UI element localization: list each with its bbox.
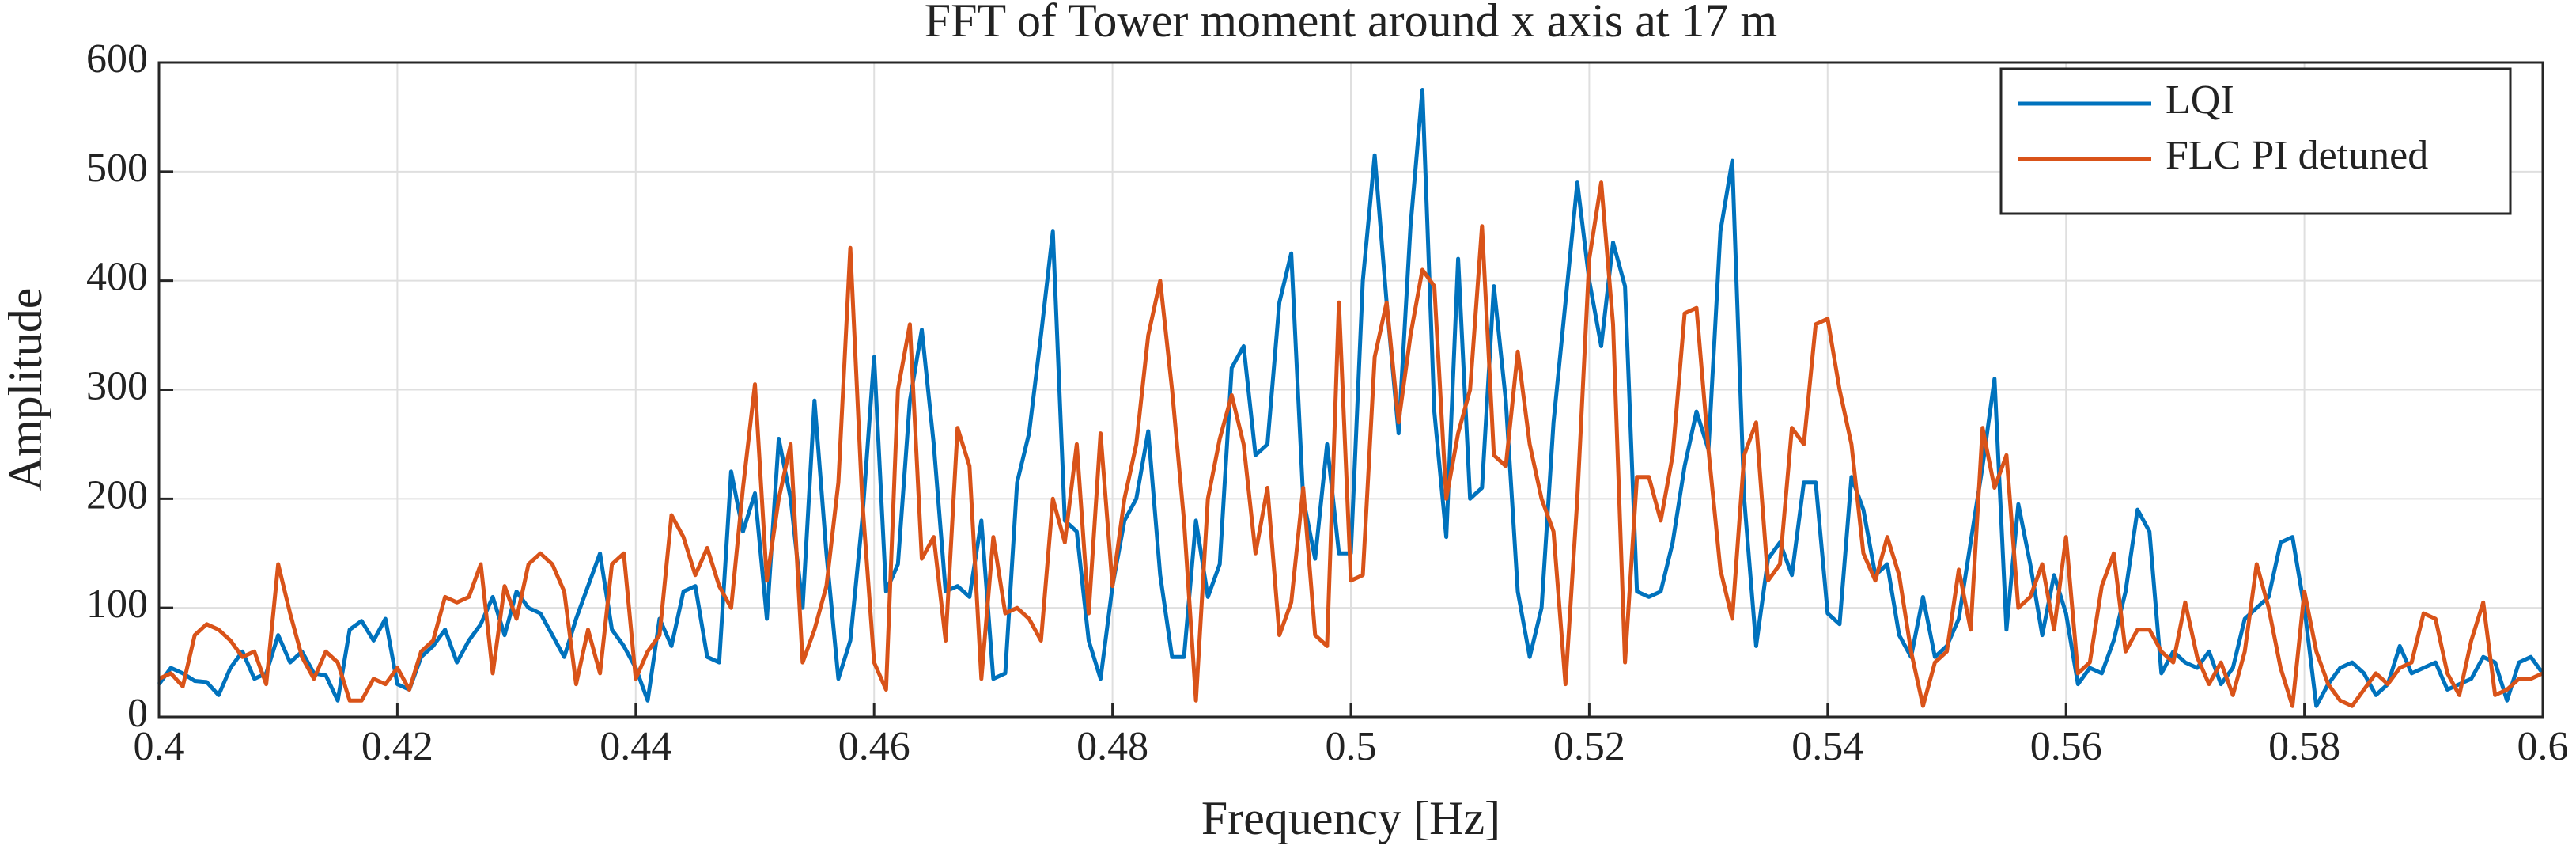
plot-area xyxy=(157,88,2545,708)
x-tick-label: 0.5 xyxy=(1326,724,1377,769)
x-tick-label: 0.52 xyxy=(1553,724,1625,769)
legend-box xyxy=(1999,67,2512,215)
y-axis-label: Amplitude xyxy=(0,288,51,491)
legend: LQI FLC PI detuned xyxy=(1999,67,2512,215)
y-tick-label: 200 xyxy=(86,472,148,518)
y-tick-label: 100 xyxy=(86,582,148,627)
x-tick-label: 0.58 xyxy=(2268,724,2340,769)
y-tick-label: 400 xyxy=(86,255,148,300)
x-tick-label: 0.56 xyxy=(2030,724,2102,769)
x-tick-label: 0.6 xyxy=(2517,724,2569,769)
x-tick-label: 0.42 xyxy=(361,724,433,769)
x-axis-label: Frequency [Hz] xyxy=(1201,792,1500,844)
x-tick-label: 0.4 xyxy=(134,724,185,769)
x-tick-label: 0.48 xyxy=(1076,724,1148,769)
x-tick-label: 0.46 xyxy=(838,724,910,769)
axes-box xyxy=(157,61,2544,719)
y-tick-label: 0 xyxy=(127,691,148,736)
y-tick-label: 600 xyxy=(86,36,148,82)
y-tick-label: 500 xyxy=(86,146,148,191)
x-tick-label: 0.54 xyxy=(1791,724,1863,769)
series-line xyxy=(157,180,2544,708)
legend-label: LQI xyxy=(2166,78,2234,123)
x-tick-label: 0.44 xyxy=(600,724,671,769)
y-tick-label: 300 xyxy=(86,363,148,408)
legend-label: FLC PI detuned xyxy=(2166,133,2428,178)
chart-title: FFT of Tower moment around x axis at 17 … xyxy=(925,0,1777,47)
